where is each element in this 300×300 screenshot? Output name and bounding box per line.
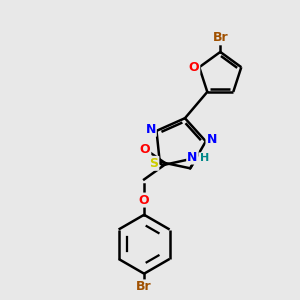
Text: N: N (146, 123, 156, 136)
Text: O: O (140, 143, 150, 157)
Text: N: N (187, 151, 198, 164)
Text: Br: Br (136, 280, 152, 293)
Text: S: S (149, 157, 158, 170)
Text: Br: Br (212, 31, 228, 44)
Text: N: N (206, 134, 217, 146)
Text: H: H (200, 153, 209, 163)
Text: O: O (189, 61, 199, 74)
Text: O: O (139, 194, 149, 207)
